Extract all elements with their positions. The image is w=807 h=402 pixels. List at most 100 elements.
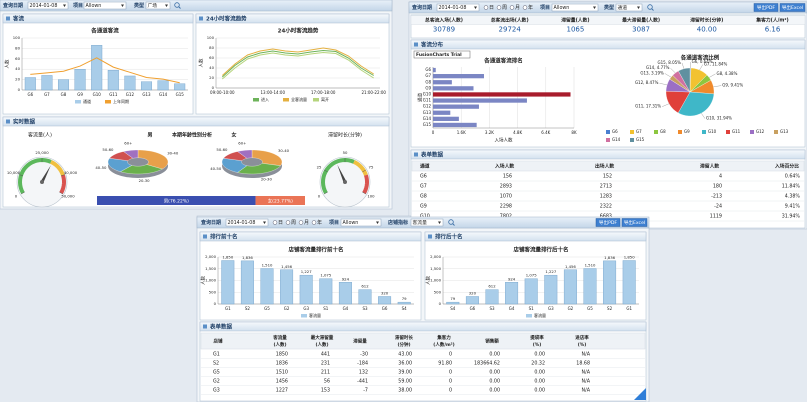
gauge-hub (343, 180, 347, 184)
panel-icon (203, 234, 207, 239)
legend-label: 通道 (83, 98, 91, 104)
input-box[interactable] (410, 218, 444, 227)
data-label: G11, 17.31% (635, 104, 661, 109)
radio[interactable] (496, 5, 502, 10)
axis-title: 人数 (200, 276, 207, 285)
radio[interactable] (298, 220, 304, 225)
button-label[interactable]: 导出Excel (782, 4, 803, 11)
radio[interactable] (483, 5, 489, 10)
input-value[interactable]: 客流量 (413, 219, 428, 226)
table-cell: 211 (321, 370, 330, 376)
y-tick-label: 60 (15, 56, 20, 61)
legend-label: 离开 (321, 96, 329, 102)
input-value[interactable]: Allown (554, 5, 570, 11)
table-header: 最大滞留量(人数) (622, 17, 660, 24)
input-value[interactable]: 2014-01-08 (228, 220, 256, 226)
axis-title: 通道 (417, 93, 424, 102)
x-tick-label: S4 (402, 306, 408, 311)
gauge-tick (324, 191, 328, 195)
data-label: 1,227 (301, 269, 312, 274)
bar (174, 83, 186, 91)
search-icon[interactable] (647, 4, 653, 10)
table-cell: 6.16 (765, 26, 781, 34)
input-value[interactable]: Allown (86, 3, 102, 9)
radio[interactable] (272, 220, 278, 225)
x-tick-label: G10 (93, 92, 102, 97)
table-cell: 2298 (500, 204, 512, 210)
input-value[interactable]: 2014-01-08 (439, 5, 467, 11)
input-box[interactable] (225, 218, 269, 227)
search-icon[interactable] (448, 219, 454, 225)
table-cell: G7 (420, 184, 427, 190)
radio[interactable] (509, 5, 515, 10)
button-label[interactable]: 导出Excel (624, 219, 645, 226)
legend-swatch (301, 314, 307, 318)
data-label: 79 (402, 296, 407, 301)
button[interactable] (753, 3, 779, 12)
button[interactable] (595, 218, 621, 227)
table-cell: 40.00 (697, 26, 717, 34)
legend-label: G8 (660, 129, 666, 134)
button[interactable] (621, 218, 648, 227)
y-tick-label: 40 (209, 65, 214, 70)
donut-label: 50-60 (216, 147, 228, 152)
button-label[interactable]: 导出PDF (599, 219, 617, 226)
gauge-title: 滞留时长(分钟) (328, 132, 362, 139)
panel-header (2, 13, 194, 24)
table-header: (%) (533, 342, 542, 348)
dropdown-arrow (438, 221, 441, 224)
radio[interactable] (311, 220, 317, 225)
bar (240, 260, 254, 305)
input-box[interactable] (551, 3, 599, 12)
dropdown-arrow (593, 6, 596, 9)
input-box[interactable] (340, 218, 382, 227)
button-label[interactable]: 导出PDF (757, 4, 775, 11)
table-header: 滞留人数 (700, 163, 719, 170)
bar (433, 110, 451, 115)
table-cell: 231 (321, 361, 330, 367)
radio-label: 月 (515, 5, 520, 11)
input-box[interactable] (27, 1, 69, 10)
legend-swatch (526, 314, 532, 318)
y-tick-label: G7 (425, 73, 431, 78)
data-label: 1,850 (222, 255, 233, 260)
dropdown-arrow (474, 6, 477, 9)
table-cell: 0 (449, 388, 452, 394)
input-box[interactable] (436, 3, 480, 12)
table-cell: 0.00 (489, 379, 500, 385)
table-cell: 1283 (600, 194, 612, 200)
input-box[interactable] (83, 1, 127, 10)
input-value[interactable]: Allown (343, 220, 359, 226)
input-value[interactable]: 广场 (148, 2, 158, 9)
panel-icon (6, 119, 10, 124)
search-icon-handle (651, 8, 654, 11)
panel-title: 客流分布 (420, 40, 444, 48)
search-icon[interactable] (174, 2, 180, 8)
y-tick-label: G11 (423, 98, 432, 103)
table-cell: 91.80 (438, 361, 452, 367)
gauge-needle (337, 164, 347, 183)
x-tick-label: S2 (245, 306, 251, 311)
x-tick-label: S3 (489, 306, 495, 311)
input-value[interactable]: 2014-01-08 (30, 3, 58, 9)
panel-title: 客流 (12, 14, 25, 22)
table-cell: 43.00 (398, 352, 412, 358)
input-box[interactable] (615, 3, 643, 12)
dropdown-arrow (63, 4, 66, 7)
gauge-hub (40, 180, 44, 184)
input-box[interactable] (145, 1, 171, 10)
radio[interactable] (285, 220, 291, 225)
button[interactable] (779, 3, 806, 12)
donut-label: 40-50 (210, 166, 222, 171)
legend-label: 全客流量 (291, 96, 307, 102)
radio[interactable] (522, 5, 528, 10)
chart-title: 各通道客流排名 (483, 57, 523, 65)
data-label: 1,456 (565, 264, 576, 269)
axis-title: 入场人数 (495, 137, 513, 144)
data-label: 612 (488, 284, 496, 289)
toolbar-label: 查询日期 (411, 4, 432, 11)
input-value[interactable]: 通道 (618, 4, 628, 11)
table-cell: -7 (363, 388, 368, 394)
panel-header (199, 231, 422, 242)
bar (140, 81, 153, 91)
